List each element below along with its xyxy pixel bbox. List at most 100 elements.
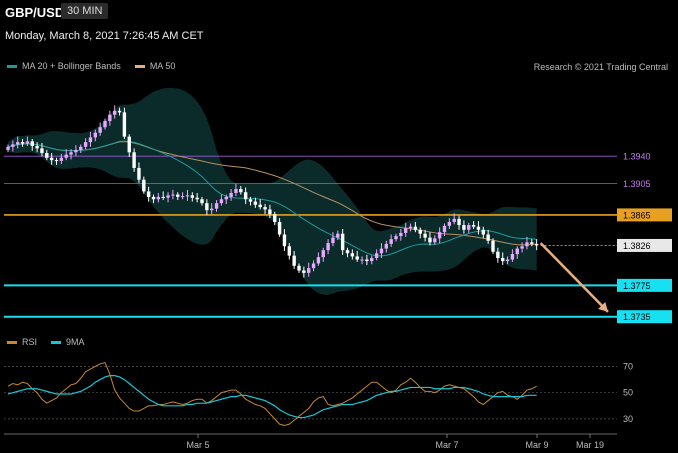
candle-body-80 [394,236,398,240]
rsi-line [7,361,537,426]
candle-body-85 [418,229,422,234]
legend-item-rsi-ma: 9MA [51,337,85,347]
candle-body-72 [355,256,359,260]
ma20-line [7,140,537,257]
candle-body-28 [142,179,146,192]
candle-body-98 [481,229,485,235]
candle-body-52 [258,204,262,208]
candle-body-1 [11,144,15,147]
legend-swatch-rsi [7,340,17,344]
rsi-tick-label-2: 30 [623,414,633,424]
candle-body-31 [156,196,161,200]
candle-body-91 [447,221,452,226]
candle-body-54 [268,209,272,215]
candle-body-73 [360,259,364,261]
candle-body-83 [408,226,413,229]
candle-body-95 [467,225,471,230]
candle-body-61 [302,270,306,273]
legend-label-ma20: MA 20 + Bollinger Bands [22,61,121,71]
candle-body-102 [501,257,505,262]
timestamp: Monday, March 8, 2021 7:26:45 AM CET [5,30,204,42]
candle-body-62 [307,268,311,273]
candle-body-39 [195,197,199,200]
candle-body-89 [437,232,442,239]
level-label-1: 1.3905 [623,179,651,189]
candle-body-23 [117,110,122,113]
candle-body-66 [326,243,330,251]
candle-body-63 [311,263,316,269]
rsi-tick-label-0: 70 [623,361,633,371]
candle-body-108 [530,242,534,244]
candle-body-96 [471,225,476,227]
candle-body-29 [146,191,151,197]
level-label-bg-2 [617,208,672,222]
candle-body-27 [137,167,141,180]
legend-item-ma50: MA 50 [134,61,175,71]
candle-body-9 [49,157,54,161]
candle-body-78 [384,243,388,249]
candle-body-20 [103,120,107,128]
candle-body-71 [350,253,355,257]
candle-body-59 [292,255,296,266]
candle-body-0 [6,146,10,150]
candle-body-41 [205,203,209,211]
candle-body-22 [113,110,117,115]
candle-body-32 [161,196,165,198]
candle-body-50 [248,199,253,202]
candle-body-36 [180,196,185,198]
candle-body-55 [273,214,277,222]
candle-body-17 [88,137,93,143]
legend-swatch-ma50 [134,64,145,68]
legend-swatch-rsi-ma [51,340,62,344]
candle-body-30 [151,196,156,200]
candle-body-81 [399,232,403,237]
candle-body-53 [263,207,267,210]
candle-body-26 [132,152,136,168]
legend-label-rsi-ma: 9MA [66,337,85,347]
candle-body-51 [253,201,258,205]
candle-body-104 [510,254,515,260]
rsi-legend: RSI 9MA [7,337,99,347]
candle-body-87 [428,237,432,243]
candle-body-56 [277,221,282,235]
candle-body-5 [30,141,34,147]
current-price-label: 1.3826 [623,241,651,251]
candle-body-101 [496,251,500,258]
candle-body-97 [476,226,481,230]
candle-body-11 [59,157,64,161]
candle-body-34 [171,194,175,196]
candle-body-14 [74,149,78,153]
candle-body-40 [200,199,204,204]
candle-body-88 [433,238,437,243]
interval-badge[interactable]: 30 MIN [61,3,109,19]
legend-label-rsi: RSI [22,337,38,347]
candle-body-105 [515,248,519,255]
candle-body-49 [243,192,248,200]
x-tick-label-2: Mar 9 [525,440,548,450]
candle-body-79 [389,239,393,244]
candle-body-3 [20,142,25,144]
level-label-3: 1.3775 [623,281,651,291]
candle-body-15 [79,146,83,150]
candle-body-86 [423,233,427,238]
bollinger-band-area [8,87,537,295]
candle-body-6 [35,146,39,149]
candle-body-21 [108,114,112,121]
rsi-ma9-line [7,375,537,419]
candle-body-82 [404,228,408,233]
x-tick-label-1: Mar 7 [435,440,458,450]
candle-body-18 [93,132,97,138]
candle-body-60 [297,265,301,271]
candle-body-107 [525,242,529,247]
candle-body-45 [224,196,228,200]
level-label-bg-0 [617,149,672,163]
forecast-arrow-head [598,301,608,312]
current-price-label-bg [617,238,672,252]
symbol-title: GBP/USD [5,5,65,20]
candle-body-37 [185,195,190,197]
candle-body-99 [486,234,490,241]
candle-body-35 [176,194,180,197]
level-label-bg-1 [617,177,672,191]
candle-body-13 [69,152,73,155]
